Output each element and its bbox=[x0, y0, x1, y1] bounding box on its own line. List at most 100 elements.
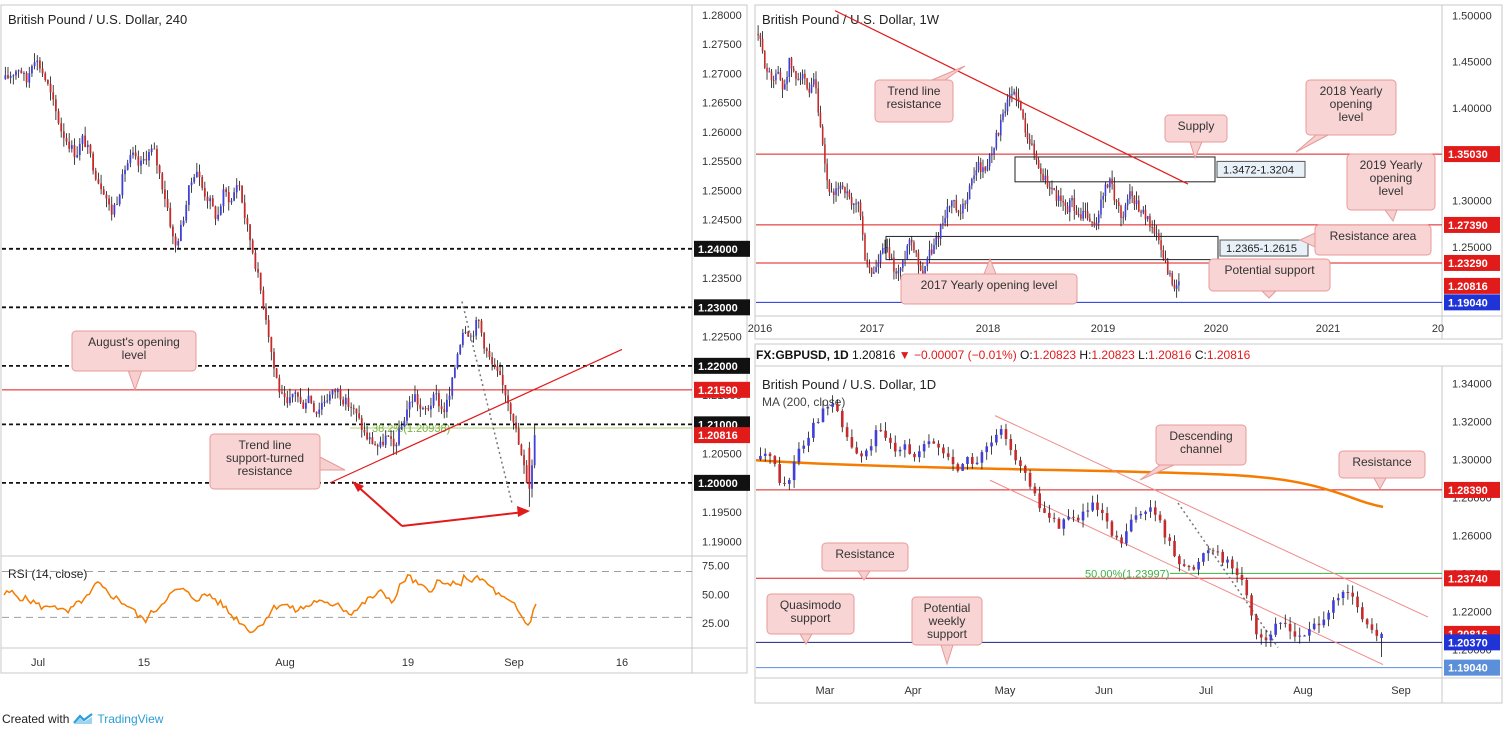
candle-body bbox=[804, 73, 806, 79]
candle-body bbox=[453, 367, 456, 378]
annotation-box bbox=[1305, 79, 1397, 136]
h4-x-tick: 15 bbox=[138, 657, 150, 669]
candle-body bbox=[352, 407, 355, 409]
candle-body bbox=[416, 394, 419, 405]
annotation-box bbox=[1338, 450, 1426, 479]
candle-body bbox=[908, 444, 911, 454]
candle-body bbox=[908, 239, 911, 246]
candle-body bbox=[922, 270, 924, 275]
candle-body bbox=[1264, 637, 1268, 641]
candle-body bbox=[808, 88, 811, 93]
candle-body bbox=[1023, 466, 1027, 473]
candle-body bbox=[1125, 531, 1128, 544]
callout-pointer bbox=[931, 65, 966, 81]
candle-body bbox=[831, 403, 834, 407]
price-badge bbox=[694, 474, 750, 491]
footer-brand[interactable]: TradingView bbox=[97, 712, 164, 726]
price-badge-label: 1.23000 bbox=[698, 302, 738, 314]
daily-ma200-line bbox=[755, 459, 1384, 509]
candle-body bbox=[1080, 214, 1082, 219]
candle-body bbox=[801, 73, 804, 79]
candle-body bbox=[62, 131, 65, 139]
daily-title: British Pound / U.S. Dollar, 1D bbox=[762, 377, 936, 392]
annotation-text: 2017 Yearly opening level bbox=[921, 278, 1058, 292]
candle-body bbox=[1048, 186, 1051, 190]
annotation-box bbox=[1155, 424, 1247, 466]
candle-body bbox=[807, 437, 810, 446]
candle-body bbox=[488, 351, 491, 358]
candle-body bbox=[1361, 607, 1364, 620]
candle-body bbox=[781, 80, 784, 90]
annotation-line: opening bbox=[1330, 97, 1373, 111]
candle-body bbox=[283, 393, 286, 398]
daily-channel-lower bbox=[989, 479, 1384, 666]
candle-body bbox=[844, 187, 846, 194]
candle-body bbox=[461, 332, 464, 346]
candle-body bbox=[182, 220, 185, 225]
candle-body bbox=[169, 207, 172, 227]
candle-body bbox=[1322, 619, 1326, 626]
annotation-line: level bbox=[1379, 184, 1404, 198]
weekly-x-tick: 2021 bbox=[1316, 323, 1340, 335]
candle-body bbox=[935, 236, 938, 246]
candle-body bbox=[890, 257, 893, 259]
candle-body bbox=[185, 204, 188, 221]
candle-body bbox=[1149, 216, 1151, 228]
annotation-line: Resistance area bbox=[1330, 229, 1417, 243]
weekly-zone-label-box bbox=[1216, 160, 1306, 178]
annotation-box bbox=[1346, 153, 1436, 211]
h4-y-tick: 1.27500 bbox=[702, 39, 742, 51]
candle-body bbox=[156, 149, 158, 166]
daily-x-tick: Sep bbox=[1391, 685, 1411, 697]
candle-body bbox=[906, 245, 909, 260]
candle-body bbox=[984, 167, 986, 171]
h4-y-tick: 1.25000 bbox=[702, 185, 742, 197]
footer: Created with TradingView bbox=[2, 712, 163, 726]
candle-body bbox=[777, 71, 779, 74]
candle-body bbox=[980, 452, 984, 463]
candle-body bbox=[982, 167, 984, 172]
candle-body bbox=[172, 226, 174, 237]
candle-body bbox=[491, 357, 494, 365]
annotation-box bbox=[71, 330, 197, 372]
candle-body bbox=[328, 394, 331, 401]
candle-body bbox=[855, 203, 857, 205]
candle-body bbox=[1187, 565, 1191, 568]
candle-body bbox=[1178, 281, 1180, 286]
candle-body bbox=[956, 464, 960, 471]
candle-body bbox=[865, 450, 868, 457]
h4-fib-label: 38.2%(1.20938) bbox=[372, 423, 450, 435]
candle-body bbox=[483, 332, 486, 349]
candle-body bbox=[1043, 508, 1046, 513]
candle-body bbox=[860, 453, 863, 457]
candle-body bbox=[195, 171, 198, 178]
candle-body bbox=[17, 70, 20, 72]
candle-body bbox=[841, 185, 844, 188]
weekly-x-tick: 2019 bbox=[1091, 323, 1115, 335]
candle-body bbox=[440, 406, 443, 410]
candle-body bbox=[355, 408, 358, 414]
candle-body bbox=[1158, 233, 1160, 241]
callout-pointer bbox=[127, 369, 143, 392]
annotation-line: Potential support bbox=[1224, 263, 1315, 277]
candle-body bbox=[824, 144, 826, 164]
annotation-text: 2019 Yearly opening level bbox=[1360, 158, 1423, 198]
candle-body bbox=[913, 453, 916, 458]
candle-body bbox=[1004, 111, 1007, 114]
candle-body bbox=[259, 272, 262, 291]
candle-body bbox=[1240, 575, 1244, 580]
candle-body bbox=[427, 408, 430, 410]
daily-x-tick: Mar bbox=[816, 685, 835, 697]
candle-body bbox=[879, 253, 882, 263]
annotation-line: support-turned bbox=[226, 451, 304, 465]
candle-body bbox=[408, 401, 411, 410]
candle-body bbox=[246, 218, 249, 225]
h4-arrow-left-head bbox=[352, 481, 364, 492]
candle-body bbox=[92, 153, 95, 171]
candle-body bbox=[884, 247, 886, 249]
candle-body bbox=[403, 420, 406, 427]
candle-body bbox=[209, 198, 212, 202]
candle-body bbox=[955, 200, 958, 211]
candle-body bbox=[946, 453, 950, 457]
candle-body bbox=[41, 68, 44, 74]
